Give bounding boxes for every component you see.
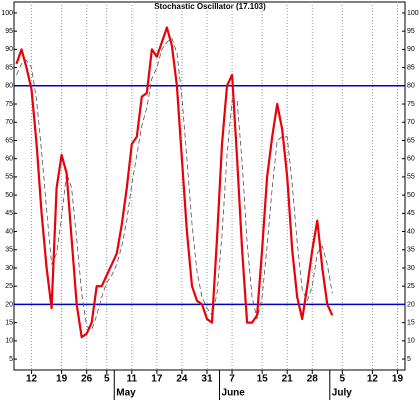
x-tick-label: 12 [26, 374, 38, 385]
month-label: July [332, 388, 352, 399]
y-tick-label: 70 [5, 119, 13, 126]
x-tick-label: 7 [229, 374, 235, 385]
y-tick-label: 20 [407, 301, 415, 308]
month-label: June [222, 388, 246, 399]
x-tick-label: 28 [307, 374, 319, 385]
plot-frame [13, 1, 406, 371]
y-tick-label: 5 [9, 356, 13, 363]
y-tick-label: 80 [5, 83, 13, 90]
x-tick-label: 24 [176, 374, 188, 385]
x-tick-label: 17 [151, 374, 163, 385]
x-tick-label: 12 [367, 374, 379, 385]
y-tick-label: 50 [5, 192, 13, 199]
y-tick-label: 100 [1, 10, 13, 17]
x-tick-label: 15 [257, 374, 269, 385]
y-tick-label: 10 [5, 338, 13, 345]
y-tick-label: 35 [5, 247, 13, 254]
series-line [16, 38, 333, 331]
y-tick-label: 45 [407, 210, 415, 217]
y-tick-label: 35 [407, 247, 415, 254]
x-tick-label: 31 [201, 374, 213, 385]
x-tick-label: 26 [81, 374, 93, 385]
y-tick-label: 30 [5, 265, 13, 272]
y-tick-label: 70 [407, 119, 415, 126]
y-tick-label: 80 [407, 83, 415, 90]
y-tick-label: 75 [5, 101, 13, 108]
y-tick-label: 10 [407, 338, 415, 345]
y-tick-label: 55 [407, 174, 415, 181]
x-tick-label: 5 [340, 374, 346, 385]
y-tick-label: 65 [407, 137, 415, 144]
y-tick-label: 40 [5, 228, 13, 235]
y-tick-label: 60 [5, 156, 13, 163]
y-tick-label: 15 [5, 319, 13, 326]
x-tick-label: 19 [56, 374, 68, 385]
y-tick-label: 30 [407, 265, 415, 272]
y-tick-label: 25 [407, 283, 415, 290]
y-tick-label: 100 [407, 10, 419, 17]
y-tick-label: 65 [5, 137, 13, 144]
y-tick-label: 55 [5, 174, 13, 181]
month-label: May [116, 388, 136, 399]
x-tick-label: 21 [282, 374, 294, 385]
y-tick-label: 95 [407, 28, 415, 35]
y-tick-label: 5 [407, 356, 411, 363]
y-tick-label: 45 [5, 210, 13, 217]
y-tick-label: 40 [407, 228, 415, 235]
y-tick-label: 85 [407, 64, 415, 71]
y-tick-label: 60 [407, 156, 415, 163]
y-tick-label: 90 [407, 46, 415, 53]
y-tick-label: 20 [5, 301, 13, 308]
series-line [15, 26, 334, 339]
chart-title: Stochastic Oscillator (17.103) [154, 2, 266, 11]
x-tick-label: 5 [104, 374, 110, 385]
y-tick-label: 90 [5, 46, 13, 53]
y-tick-label: 50 [407, 192, 415, 199]
y-tick-label: 75 [407, 101, 415, 108]
y-tick-label: 85 [5, 64, 13, 71]
x-tick-label: 11 [127, 374, 138, 385]
y-tick-label: 95 [5, 28, 13, 35]
x-tick-label: 19 [392, 374, 404, 385]
y-tick-label: 25 [5, 283, 13, 290]
y-tick-label: 15 [407, 319, 415, 326]
